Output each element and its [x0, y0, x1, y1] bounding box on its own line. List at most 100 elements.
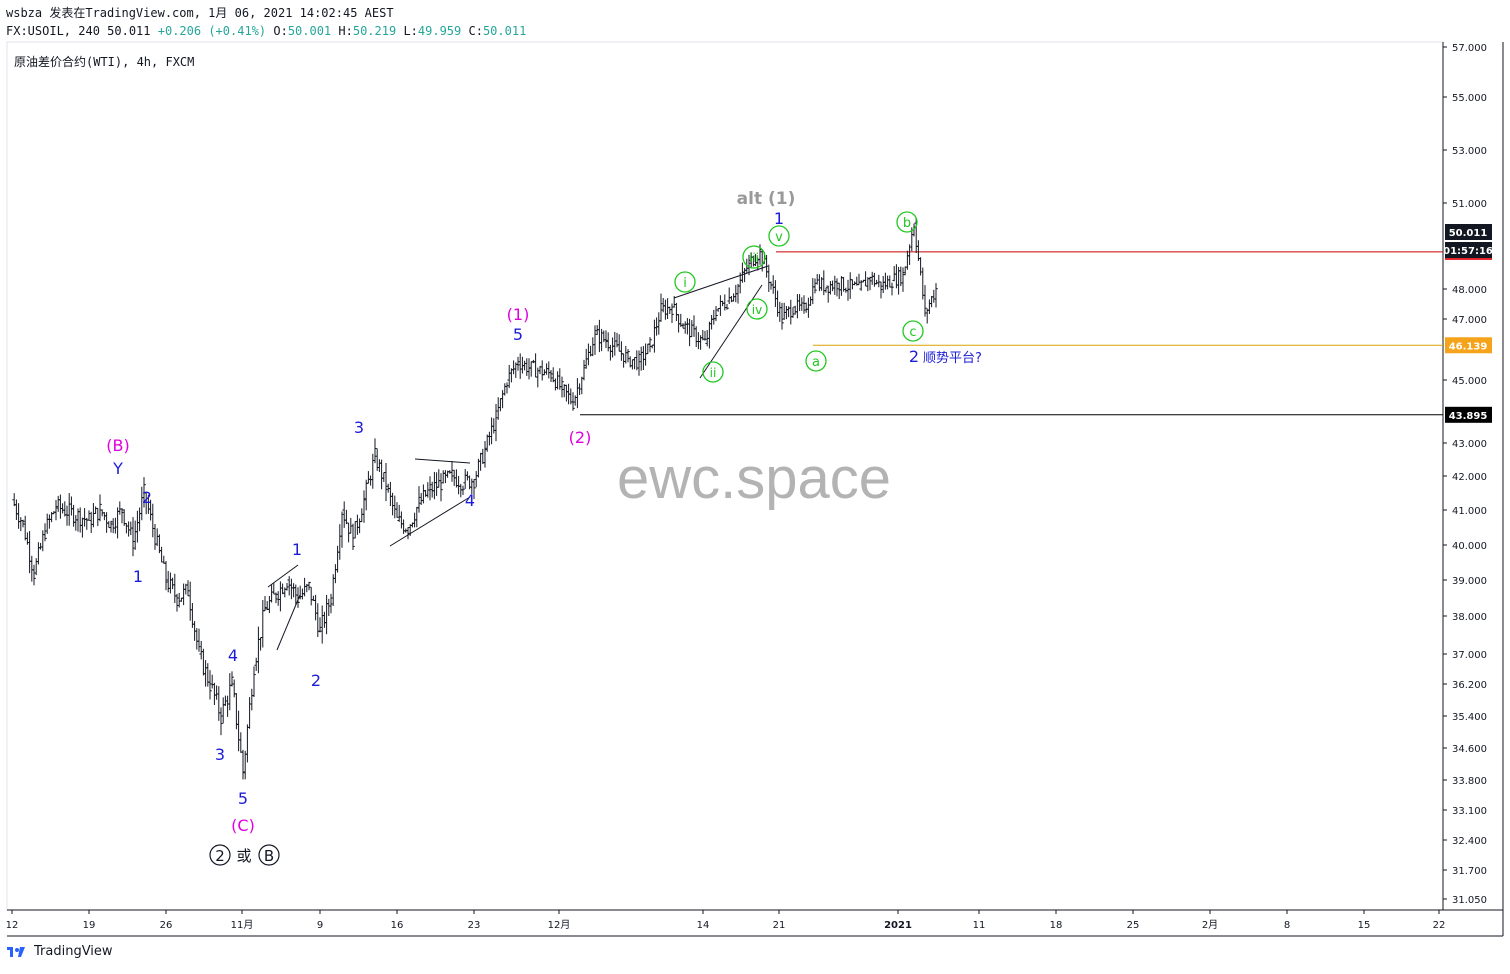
price-bar: [320, 605, 324, 644]
wave-label-blue: 1: [774, 209, 784, 228]
price-bar: [723, 294, 727, 311]
price-bar: [604, 330, 608, 348]
price-bar: [153, 523, 157, 550]
wave-label-magenta: (B): [106, 436, 129, 455]
wave-label-blue: 4: [228, 646, 238, 665]
price-bar: [529, 361, 533, 377]
footer: TradingView: [6, 944, 113, 959]
price-bar: [848, 272, 852, 299]
price-bar: [459, 483, 463, 498]
price-bar: [63, 501, 67, 517]
price-bar: [252, 666, 256, 697]
price-bar: [415, 506, 419, 528]
low-value: 49.959: [417, 24, 462, 38]
price-bar: [357, 518, 362, 534]
price-bar: [206, 663, 210, 687]
price-bar: [355, 514, 360, 535]
last-price-badge-text: 50.011: [1449, 228, 1488, 239]
price-bar: [137, 507, 142, 532]
price-bar: [89, 511, 93, 533]
price-bar: [582, 359, 586, 381]
price-bar: [395, 502, 399, 518]
price-bar: [115, 507, 120, 539]
footer-brand: TradingView: [34, 944, 113, 959]
price-bar: [111, 518, 115, 534]
price-bar: [921, 267, 925, 300]
wave-label-blue: 1: [292, 540, 302, 559]
price-bar: [857, 273, 861, 286]
price-bar: [272, 583, 276, 595]
price-bar: [784, 305, 789, 320]
price-bar: [250, 688, 254, 711]
wave-label-magenta: (2): [569, 428, 592, 447]
price-bar: [142, 477, 146, 508]
price-bar: [643, 343, 648, 366]
price-bar: [516, 356, 520, 371]
diagonal-line: [673, 265, 769, 299]
x-tick-label: 19: [83, 920, 96, 931]
price-bar: [263, 596, 267, 612]
price-bar: [170, 577, 175, 590]
x-tick-label: 14: [697, 920, 710, 931]
price-bar: [280, 583, 285, 595]
y-tick-label: 57.000: [1452, 43, 1487, 54]
price-bar: [767, 264, 771, 292]
price-bar: [287, 576, 291, 596]
y-tick-label: 45.000: [1452, 376, 1487, 387]
price-bar: [236, 710, 241, 752]
price-bar: [228, 673, 232, 711]
or-text: 或: [236, 847, 251, 865]
price-bar: [492, 418, 496, 434]
price-bar: [276, 591, 280, 606]
price-bar: [773, 280, 778, 307]
high-label: H:: [338, 24, 353, 38]
price-bar: [338, 524, 342, 560]
price-bar: [822, 270, 826, 296]
last-price: 50.011: [107, 24, 151, 38]
price-bar: [346, 522, 351, 543]
wave-label-green: c: [909, 325, 916, 340]
circled-label-ring: [209, 844, 231, 866]
time-axis[interactable]: 12 19 26 11月 9 16 23 12月 14 21 2021 11 18 25 2月 8 15 22: [6, 910, 1446, 931]
price-bar: [406, 527, 410, 540]
price-bar: [219, 707, 223, 736]
price-bar: [54, 499, 58, 521]
price-bar: [681, 323, 685, 329]
change-value: +0.206 (+0.41%): [157, 24, 267, 38]
price-axis[interactable]: 57.000 55.000 53.000 51.000 48.000 47.000 45.0…: [1443, 43, 1487, 906]
price-bar: [608, 344, 613, 361]
y-tick-label: 51.000: [1452, 199, 1487, 210]
price-bar: [107, 521, 111, 529]
price-bar: [485, 434, 489, 452]
circled-label-black: B: [264, 847, 274, 865]
price-bar: [96, 507, 100, 526]
price-bar: [885, 275, 890, 290]
price-bar: [443, 470, 448, 484]
price-bar: [888, 275, 892, 288]
wedge-line: [276, 594, 301, 651]
y-tick-label: 38.000: [1452, 612, 1487, 623]
price-bar: [712, 309, 716, 325]
price-bar: [632, 356, 637, 370]
price-bar: [630, 359, 635, 370]
price-bar: [450, 460, 454, 482]
price-bar: [368, 475, 373, 486]
price-bar: [175, 593, 179, 612]
price-bar: [43, 523, 47, 542]
price-bar: [868, 276, 872, 291]
price-bar: [186, 580, 190, 597]
price-bar: [564, 384, 569, 402]
y-tick-label: 35.400: [1452, 712, 1487, 723]
price-bar: [703, 330, 707, 341]
price-bar: [23, 515, 27, 541]
price-bar: [505, 382, 509, 394]
price-bar: [38, 542, 43, 550]
price-bar: [731, 293, 736, 302]
price-bar: [217, 686, 221, 721]
y-tick-label: 31.050: [1452, 895, 1487, 906]
level-badge-text: 46.139: [1449, 341, 1488, 352]
price-bar: [771, 275, 775, 294]
price-bar: [624, 345, 628, 364]
x-tick-label: 12: [6, 920, 19, 931]
